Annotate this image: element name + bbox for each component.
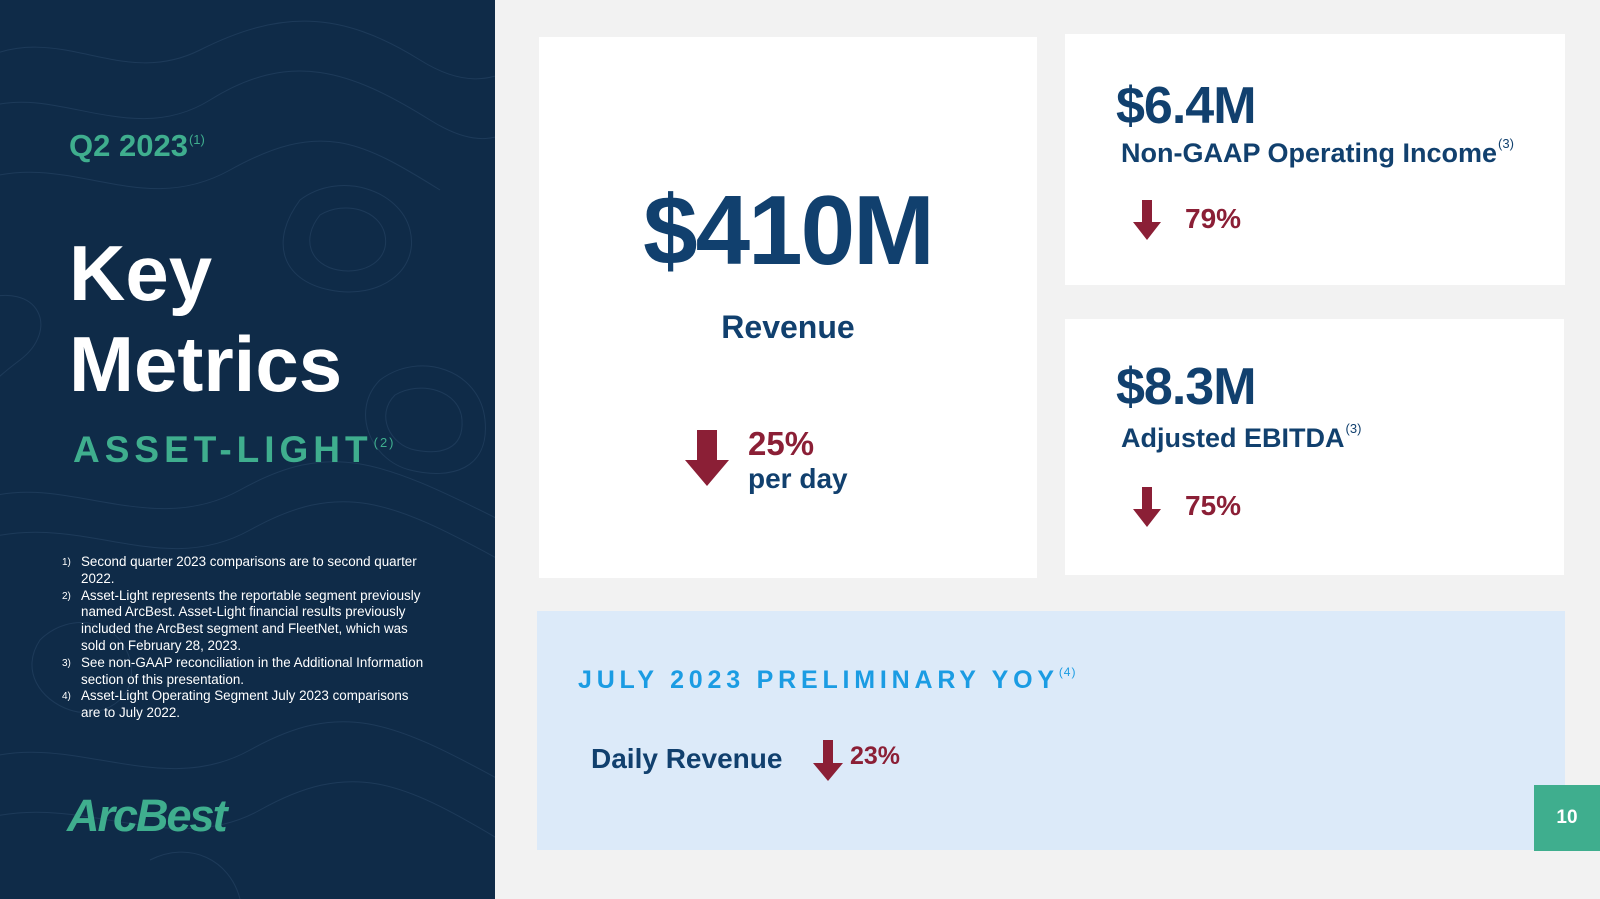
operating-income-change: 79% bbox=[1185, 203, 1242, 234]
footnote-ref: (2) bbox=[373, 435, 396, 450]
ebitda-value: $8.3M bbox=[1116, 358, 1257, 416]
footnotes-list: 1) Second quarter 2023 comparisons are to… bbox=[60, 554, 430, 722]
ebitda-card: $8.3M Adjusted EBITDA(3) 75% bbox=[1065, 319, 1564, 575]
arcbest-logo: ArcBest bbox=[67, 790, 228, 841]
contour-pattern bbox=[0, 20, 495, 899]
footnote-ref: (3) bbox=[1498, 136, 1514, 151]
sidebar-panel: Q2 2023(1) Key Metrics ASSET-LIGHT(2) 1)… bbox=[0, 0, 495, 899]
down-arrow-icon bbox=[685, 430, 729, 486]
title-line-2: Metrics bbox=[69, 320, 343, 408]
july-preliminary-panel: JULY 2023 PRELIMINARY YOY(4) Daily Reven… bbox=[537, 611, 1565, 850]
july-heading: JULY 2023 PRELIMINARY YOY(4) bbox=[578, 665, 1077, 694]
down-arrow-icon bbox=[1133, 487, 1161, 527]
ebitda-change: 75% bbox=[1185, 490, 1242, 521]
revenue-label: Revenue bbox=[721, 309, 855, 345]
title-line-1: Key bbox=[69, 229, 213, 317]
footnote-ref: (4) bbox=[1058, 665, 1077, 679]
down-arrow-icon bbox=[813, 740, 843, 781]
operating-income-card: $6.4M Non-GAAP Operating Income(3) 79% bbox=[1065, 34, 1565, 285]
footnote-item: 3) See non-GAAP reconciliation in the Add… bbox=[62, 654, 424, 687]
footnote-item: 1) Second quarter 2023 comparisons are to… bbox=[62, 554, 417, 586]
revenue-value: $410M bbox=[643, 175, 935, 285]
page-title: Key Metrics bbox=[69, 228, 342, 410]
operating-income-value: $6.4M bbox=[1116, 77, 1257, 135]
footnote-ref: (3) bbox=[1345, 421, 1362, 436]
page-number: 10 bbox=[1534, 785, 1600, 851]
segment-label: ASSET-LIGHT(2) bbox=[73, 429, 396, 470]
footnote-item: 4) Asset-Light Operating Segment July 202… bbox=[62, 688, 409, 721]
revenue-card: $410M Revenue 25% per day bbox=[539, 37, 1037, 578]
ebitda-label: Adjusted EBITDA(3) bbox=[1121, 421, 1362, 453]
quarter-label: Q2 2023(1) bbox=[69, 128, 205, 163]
down-arrow-icon bbox=[1133, 200, 1161, 240]
daily-revenue-change: 23% bbox=[850, 742, 901, 770]
revenue-change: 25% bbox=[748, 425, 815, 462]
daily-revenue-label: Daily Revenue bbox=[591, 743, 783, 774]
revenue-change-unit: per day bbox=[748, 463, 848, 494]
footnote-ref: (1) bbox=[188, 132, 205, 147]
operating-income-label: Non-GAAP Operating Income(3) bbox=[1121, 136, 1514, 168]
footnote-item: 2) Asset-Light represents the reportable … bbox=[62, 587, 421, 653]
